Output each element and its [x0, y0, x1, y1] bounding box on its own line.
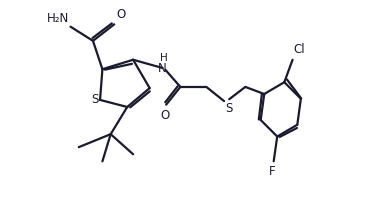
Text: N: N	[158, 61, 167, 74]
Text: H₂N: H₂N	[46, 12, 69, 25]
Text: S: S	[92, 94, 99, 106]
Text: H: H	[160, 53, 168, 63]
Text: Cl: Cl	[294, 43, 305, 56]
Text: F: F	[269, 165, 276, 178]
Text: O: O	[117, 9, 126, 21]
Text: O: O	[160, 109, 170, 122]
Text: S: S	[225, 102, 233, 115]
